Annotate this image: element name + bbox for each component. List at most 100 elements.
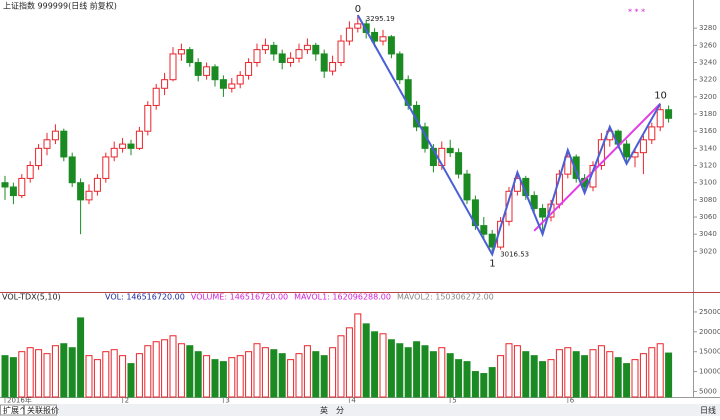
volume-bar <box>194 351 202 398</box>
y-tick-label: 3240 <box>699 59 717 67</box>
y-tick-label: 5000 <box>699 387 717 395</box>
x-tick-label: 6 <box>570 397 575 405</box>
candle-body <box>261 44 269 51</box>
wave-label: 0 <box>355 4 361 15</box>
volume-bar <box>135 353 143 398</box>
volume-bar <box>530 355 538 398</box>
tab-label[interactable]: 关联报价 <box>27 405 59 415</box>
candle-body <box>337 40 345 64</box>
volume-bar <box>480 373 488 398</box>
volume-bar <box>455 359 463 398</box>
volume-bar <box>446 353 454 398</box>
tab[interactable] <box>24 404 57 416</box>
volume-bar <box>362 323 370 398</box>
volume-legend: MAVOL2: 150306272.00 <box>397 293 494 302</box>
candle-body <box>623 143 631 158</box>
y-tick-label: 10000 <box>699 368 720 376</box>
chart-title: 上证指数 999999(日线 前复权) <box>3 1 117 11</box>
volume-bar <box>631 359 639 398</box>
candle-body <box>26 165 34 179</box>
y-tick-label: 3140 <box>699 144 717 152</box>
candle-body <box>303 44 311 51</box>
volume-bar <box>564 347 572 398</box>
volume-bar <box>303 345 311 398</box>
candle-body <box>329 62 337 72</box>
volume-bar <box>144 345 152 398</box>
candle-body <box>169 53 177 81</box>
candle-body <box>51 130 59 141</box>
volume-bar <box>1 355 9 398</box>
volume-bar <box>656 343 664 398</box>
candle-body <box>446 147 454 154</box>
volume-bar <box>581 355 589 398</box>
candle-body <box>236 74 244 85</box>
y-tick-label: 3280 <box>699 24 717 32</box>
candle-body <box>387 36 395 55</box>
candle-body <box>102 156 110 179</box>
candle-body <box>320 53 328 72</box>
volume-bar <box>18 351 26 398</box>
wave-label: 1 <box>489 258 495 269</box>
candle-body <box>119 143 127 149</box>
y-tick-label: 3200 <box>699 93 717 101</box>
low-label: 3016.53 <box>500 250 529 258</box>
volume-bar <box>110 349 118 398</box>
volume-bar <box>438 347 446 398</box>
volume-bar <box>228 357 236 398</box>
candle-body <box>245 62 253 76</box>
candle-body <box>665 109 673 119</box>
icon[interactable]: 分 <box>336 406 344 415</box>
volume-bar <box>60 343 68 398</box>
icon[interactable]: 英 <box>320 405 328 415</box>
candle-body <box>312 44 320 55</box>
y-tick-label: 3120 <box>699 162 717 170</box>
candle-body <box>135 130 143 149</box>
candle-body <box>77 182 85 201</box>
volume-legend: VOL: 146516720.00 <box>105 293 185 302</box>
candle-body <box>648 126 656 141</box>
candle-body <box>161 79 169 89</box>
candle-body <box>219 79 227 89</box>
volume-bar <box>555 349 563 398</box>
y-tick-label: 3040 <box>699 230 717 238</box>
candle-body <box>564 156 572 175</box>
volume-bar <box>68 347 76 398</box>
volume-legend: VOLUME: 146516720.00 <box>191 293 288 302</box>
volume-bar <box>161 339 169 398</box>
trend-line <box>533 103 661 232</box>
volume-bar <box>43 353 51 398</box>
candle-body <box>35 147 43 167</box>
volume-bar <box>152 341 160 398</box>
candle-body <box>278 53 286 64</box>
volume-bar <box>186 345 194 398</box>
y-tick-label: 3220 <box>699 76 717 84</box>
volume-bar <box>270 349 278 398</box>
volume-bar <box>211 359 219 398</box>
volume-bar <box>471 371 479 398</box>
candle-body <box>85 190 93 201</box>
candle-body <box>488 233 496 248</box>
candle-body <box>43 139 51 149</box>
candle-body <box>177 49 185 55</box>
volume-bar <box>413 341 421 398</box>
candle-body <box>211 66 219 81</box>
volume-bar <box>614 357 622 398</box>
candle-body <box>253 49 261 64</box>
volume-bar <box>261 347 269 398</box>
y-tick-label: 15000 <box>699 348 720 356</box>
volume-bar <box>77 317 85 398</box>
volume-bar <box>177 343 185 398</box>
volume-bar <box>589 349 597 398</box>
footer-bar <box>0 404 720 416</box>
volume-bar <box>513 345 521 398</box>
volume-bar <box>85 355 93 398</box>
y-tick-label: 20000 <box>699 328 720 336</box>
tab-label[interactable]: 扩展^ <box>3 405 26 415</box>
volume-bar <box>547 359 555 398</box>
period-label[interactable]: 日线 <box>700 405 716 415</box>
volume-bar <box>320 355 328 398</box>
volume-bar <box>379 333 387 398</box>
candle-body <box>480 225 488 235</box>
tab[interactable] <box>0 404 24 416</box>
